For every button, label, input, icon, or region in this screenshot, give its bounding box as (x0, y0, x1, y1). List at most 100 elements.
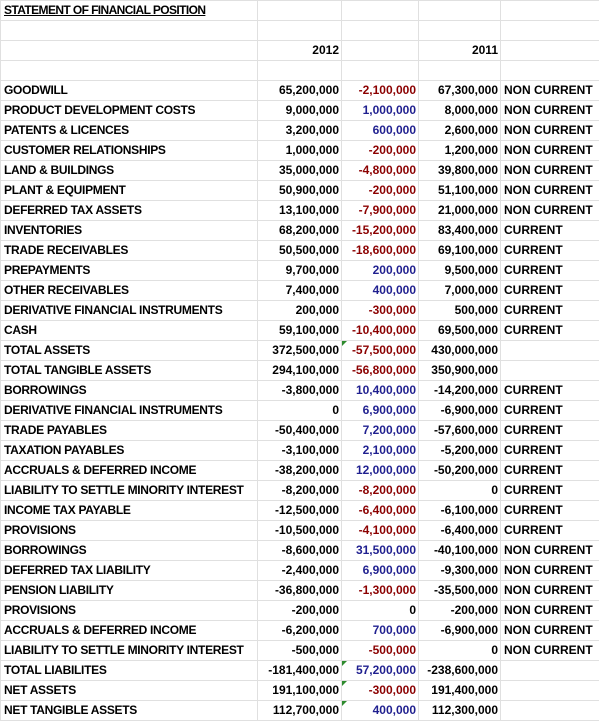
change-value[interactable]: -8,200,000 (341, 480, 419, 501)
row-label[interactable]: TRADE PAYABLES (0, 420, 258, 441)
change-value[interactable]: 0 (341, 600, 419, 621)
change-value[interactable]: 400,000 (341, 280, 419, 301)
change-value[interactable]: -1,300,000 (341, 580, 419, 601)
row-label[interactable]: TOTAL TANGIBLE ASSETS (0, 360, 258, 381)
change-value[interactable]: -6,400,000 (341, 500, 419, 521)
current-year-value[interactable]: -3,800,000 (257, 380, 342, 401)
current-year-value[interactable]: -6,200,000 (257, 620, 342, 641)
classification[interactable]: CURRENT (500, 440, 599, 461)
change-value[interactable]: 2,100,000 (341, 440, 419, 461)
change-value[interactable]: -57,500,000 (341, 340, 419, 361)
prior-year-value[interactable]: 69,100,000 (418, 240, 501, 261)
classification[interactable]: CURRENT (500, 320, 599, 341)
current-year-value[interactable]: 65,200,000 (257, 80, 342, 101)
prior-year-value[interactable]: -6,400,000 (418, 520, 501, 541)
classification[interactable]: CURRENT (500, 220, 599, 241)
change-value[interactable]: 10,400,000 (341, 380, 419, 401)
current-year-value[interactable]: -50,400,000 (257, 420, 342, 441)
classification[interactable] (500, 360, 599, 381)
empty-cell[interactable] (341, 0, 419, 21)
prior-year-value[interactable]: 8,000,000 (418, 100, 501, 121)
classification[interactable] (500, 680, 599, 701)
row-label[interactable]: ACCRUALS & DEFERRED INCOME (0, 620, 258, 641)
empty-cell[interactable] (500, 40, 599, 61)
prior-year-value[interactable]: 83,400,000 (418, 220, 501, 241)
row-label[interactable]: DEFERRED TAX LIABILITY (0, 560, 258, 581)
year-prior-header[interactable]: 2011 (418, 40, 501, 61)
prior-year-value[interactable]: -238,600,000 (418, 660, 501, 681)
row-label[interactable]: GOODWILL (0, 80, 258, 101)
year-current-header[interactable]: 2012 (257, 40, 342, 61)
classification[interactable]: NON CURRENT (500, 80, 599, 101)
prior-year-value[interactable]: -6,100,000 (418, 500, 501, 521)
prior-year-value[interactable]: -14,200,000 (418, 380, 501, 401)
change-value[interactable]: -2,100,000 (341, 80, 419, 101)
change-value[interactable]: -4,100,000 (341, 520, 419, 541)
current-year-value[interactable]: -10,500,000 (257, 520, 342, 541)
prior-year-value[interactable]: -35,500,000 (418, 580, 501, 601)
prior-year-value[interactable]: -6,900,000 (418, 620, 501, 641)
empty-cell[interactable] (257, 60, 342, 81)
current-year-value[interactable]: 3,200,000 (257, 120, 342, 141)
prior-year-value[interactable]: 112,300,000 (418, 700, 501, 721)
current-year-value[interactable]: 50,900,000 (257, 180, 342, 201)
empty-cell[interactable] (257, 20, 342, 41)
classification[interactable]: CURRENT (500, 480, 599, 501)
row-label[interactable]: CASH (0, 320, 258, 341)
classification[interactable]: CURRENT (500, 280, 599, 301)
change-value[interactable]: 6,900,000 (341, 400, 419, 421)
change-value[interactable]: -7,900,000 (341, 200, 419, 221)
current-year-value[interactable]: 1,000,000 (257, 140, 342, 161)
row-label[interactable]: LIABILITY TO SETTLE MINORITY INTEREST (0, 480, 258, 501)
row-label[interactable]: DEFERRED TAX ASSETS (0, 200, 258, 221)
current-year-value[interactable]: 9,000,000 (257, 100, 342, 121)
row-label[interactable]: LIABILITY TO SETTLE MINORITY INTEREST (0, 640, 258, 661)
classification[interactable]: NON CURRENT (500, 560, 599, 581)
prior-year-value[interactable]: 9,500,000 (418, 260, 501, 281)
row-label[interactable]: INCOME TAX PAYABLE (0, 500, 258, 521)
prior-year-value[interactable]: 0 (418, 480, 501, 501)
current-year-value[interactable]: 372,500,000 (257, 340, 342, 361)
classification[interactable]: NON CURRENT (500, 160, 599, 181)
change-value[interactable]: -10,400,000 (341, 320, 419, 341)
classification[interactable]: NON CURRENT (500, 620, 599, 641)
prior-year-value[interactable]: -9,300,000 (418, 560, 501, 581)
classification[interactable]: CURRENT (500, 240, 599, 261)
change-value[interactable]: 200,000 (341, 260, 419, 281)
classification[interactable]: CURRENT (500, 420, 599, 441)
current-year-value[interactable]: -38,200,000 (257, 460, 342, 481)
empty-cell[interactable] (341, 20, 419, 41)
empty-cell[interactable] (341, 40, 419, 61)
row-label[interactable]: CUSTOMER RELATIONSHIPS (0, 140, 258, 161)
prior-year-value[interactable]: 67,300,000 (418, 80, 501, 101)
change-value[interactable]: -56,800,000 (341, 360, 419, 381)
change-value[interactable]: -300,000 (341, 680, 419, 701)
change-value[interactable]: -18,600,000 (341, 240, 419, 261)
empty-cell[interactable] (0, 40, 258, 61)
current-year-value[interactable]: -181,400,000 (257, 660, 342, 681)
prior-year-value[interactable]: -200,000 (418, 600, 501, 621)
classification[interactable]: NON CURRENT (500, 180, 599, 201)
classification[interactable]: NON CURRENT (500, 120, 599, 141)
row-label[interactable]: PATENTS & LICENCES (0, 120, 258, 141)
empty-cell[interactable] (0, 60, 258, 81)
classification[interactable]: CURRENT (500, 300, 599, 321)
current-year-value[interactable]: 9,700,000 (257, 260, 342, 281)
prior-year-value[interactable]: 69,500,000 (418, 320, 501, 341)
prior-year-value[interactable]: 51,100,000 (418, 180, 501, 201)
row-label[interactable]: DERIVATIVE FINANCIAL INSTRUMENTS (0, 400, 258, 421)
current-year-value[interactable]: -3,100,000 (257, 440, 342, 461)
change-value[interactable]: 1,000,000 (341, 100, 419, 121)
row-label[interactable]: TAXATION PAYABLES (0, 440, 258, 461)
classification[interactable]: NON CURRENT (500, 580, 599, 601)
change-value[interactable]: -200,000 (341, 140, 419, 161)
change-value[interactable]: 57,200,000 (341, 660, 419, 681)
row-label[interactable]: BORROWINGS (0, 540, 258, 561)
change-value[interactable]: 600,000 (341, 120, 419, 141)
classification[interactable] (500, 660, 599, 681)
row-label[interactable]: TOTAL LIABILITES (0, 660, 258, 681)
empty-cell[interactable] (500, 0, 599, 21)
current-year-value[interactable]: 0 (257, 400, 342, 421)
current-year-value[interactable]: 13,100,000 (257, 200, 342, 221)
current-year-value[interactable]: -200,000 (257, 600, 342, 621)
